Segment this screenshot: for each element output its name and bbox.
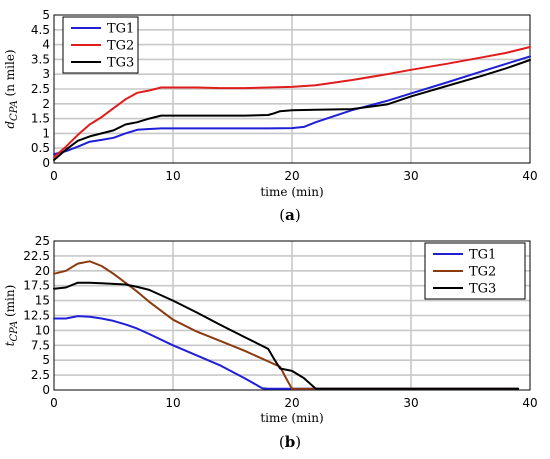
y-tick-label: 2.5: [31, 368, 50, 382]
y-tick-label: 5: [42, 8, 50, 22]
y-tick-label: 0: [42, 156, 50, 170]
legend-item: TG3: [433, 282, 496, 297]
y-tick-label: 2: [42, 97, 50, 111]
legend-label-tg3: TG3: [107, 56, 134, 71]
series-line-tg1: [53, 55, 531, 156]
y-tick-label: 3.5: [31, 52, 50, 66]
y-tick-label: 25: [35, 234, 50, 248]
legend: TG1 TG2 TG3: [424, 242, 526, 300]
x-tick-label: 0: [50, 396, 58, 410]
y-tick-label: 17.5: [23, 279, 50, 293]
y-tick-label: 7.5: [31, 338, 50, 352]
y-tick-label: 12.5: [23, 309, 50, 323]
y-tick-label: 2.5: [31, 82, 50, 96]
x-tick-label: 20: [284, 396, 299, 410]
x-axis-label: time (min): [260, 185, 323, 199]
legend-item: TG2: [71, 39, 134, 54]
y-tick-label: 0: [42, 383, 50, 397]
y-tick-label: 3: [42, 67, 50, 81]
x-tick-label: 30: [403, 396, 418, 410]
x-tick-label: 10: [165, 396, 180, 410]
series-line-tg3: [53, 281, 520, 390]
y-axis-label: tCPA (min): [3, 285, 20, 347]
y-tick-label: 4: [42, 38, 50, 52]
legend-item: TG3: [71, 56, 134, 71]
x-tick-label: 30: [403, 169, 418, 183]
legend-item: TG2: [433, 265, 496, 280]
legend-label-tg3: TG3: [469, 282, 496, 297]
y-tick-label: 0.5: [31, 141, 50, 155]
series-line-tg3: [53, 59, 531, 161]
x-tick-label: 40: [522, 169, 537, 183]
y-tick-label: 5: [42, 353, 50, 367]
y-tick-label: 20: [35, 264, 50, 278]
y-tick-label: 1.5: [31, 112, 50, 126]
legend-label-tg2: TG2: [469, 265, 496, 280]
y-tick-label: 10: [35, 323, 50, 337]
panel-caption: (a): [279, 206, 300, 224]
axes-frame: [53, 240, 531, 391]
series-line-tg2: [53, 46, 531, 159]
x-tick-label: 0: [50, 169, 58, 183]
x-tick-label: 40: [522, 396, 537, 410]
legend-item: TG1: [433, 248, 496, 263]
y-tick-label: 4.5: [31, 23, 50, 37]
axes-frame: [53, 14, 531, 164]
legend-item: TG1: [71, 22, 134, 37]
x-tick-label: 20: [284, 169, 299, 183]
legend-label-tg1: TG1: [107, 22, 134, 37]
panel-caption: (b): [279, 433, 301, 451]
y-tick-label: 15: [35, 294, 50, 308]
chart-panel-a: 00.511.522.533.544.55 0 10 20 30 40 TG1 TG2 TG3 t…: [3, 8, 538, 224]
y-tick-label: 22.5: [23, 249, 50, 263]
legend-label-tg1: TG1: [469, 248, 496, 263]
x-tick-label: 10: [165, 169, 180, 183]
x-axis-label: time (min): [260, 411, 323, 425]
legend-label-tg2: TG2: [107, 39, 134, 54]
y-axis-label: dCPA (n mile): [3, 49, 20, 128]
legend: TG1 TG2 TG3: [62, 16, 139, 74]
y-tick-label: 1: [42, 126, 50, 140]
